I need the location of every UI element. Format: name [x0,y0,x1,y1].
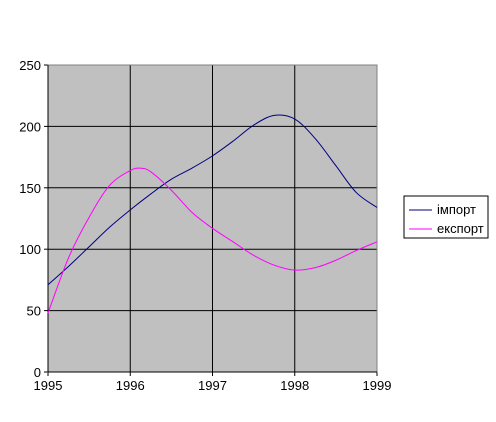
legend: імпорт експорт [403,195,489,239]
y-tick-label: 250 [19,58,41,73]
y-tick-label: 150 [19,181,41,196]
series-line-export [47,167,378,314]
x-tick-label: 1999 [363,378,392,393]
y-tick-label: 200 [19,119,41,134]
legend-box [403,195,489,239]
series-lines [47,114,378,314]
series-line-import [47,114,378,286]
legend-label-export: експорт [437,221,484,236]
x-tick-label: 1997 [198,378,227,393]
y-tick-label: 100 [19,242,41,257]
axes: 0 50 100 150 200 250 1995 1996 1997 1998 1999 [19,58,391,393]
x-tick-label: 1995 [34,378,63,393]
x-tick-label: 1998 [280,378,309,393]
legend-label-import: імпорт [437,202,476,217]
x-tick-label: 1996 [116,378,145,393]
y-tick-label: 50 [27,304,41,319]
y-tick-label: 0 [34,365,41,380]
